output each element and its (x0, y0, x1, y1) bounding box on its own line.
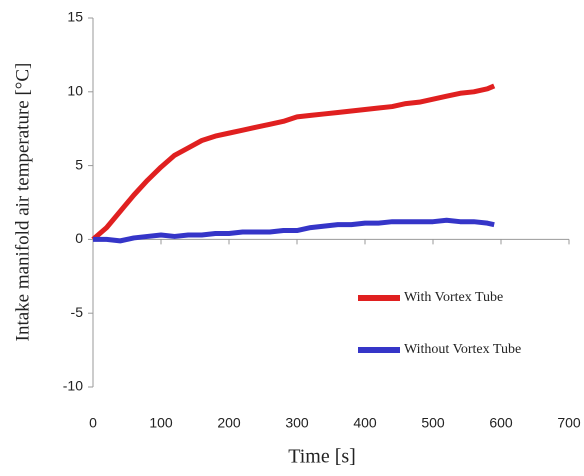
x-axis-label: Time [s] (288, 446, 356, 468)
y-tick-label: 10 (67, 83, 83, 99)
y-tick-label: 15 (67, 9, 83, 25)
series-line (91, 83, 496, 242)
legend-label: Without Vortex Tube (404, 342, 521, 357)
legend-label: With Vortex Tube (404, 290, 503, 305)
x-tick-label: 500 (421, 415, 445, 431)
y-tick-label: 5 (75, 156, 83, 172)
x-tick-label: 300 (285, 415, 309, 431)
x-tick-label: 400 (353, 415, 377, 431)
y-tick-label: -10 (63, 378, 83, 394)
y-axis-label: Intake manifold air temperature [°C] (12, 63, 33, 342)
series-line (93, 217, 495, 244)
x-tick-label: 600 (489, 415, 513, 431)
x-tick-label: 200 (217, 415, 241, 431)
y-tick-label: -5 (71, 304, 84, 320)
x-tick-label: 0 (89, 415, 97, 431)
x-tick-label: 700 (557, 415, 581, 431)
y-tick-label: 0 (75, 230, 83, 246)
x-tick-label: 100 (149, 415, 173, 431)
